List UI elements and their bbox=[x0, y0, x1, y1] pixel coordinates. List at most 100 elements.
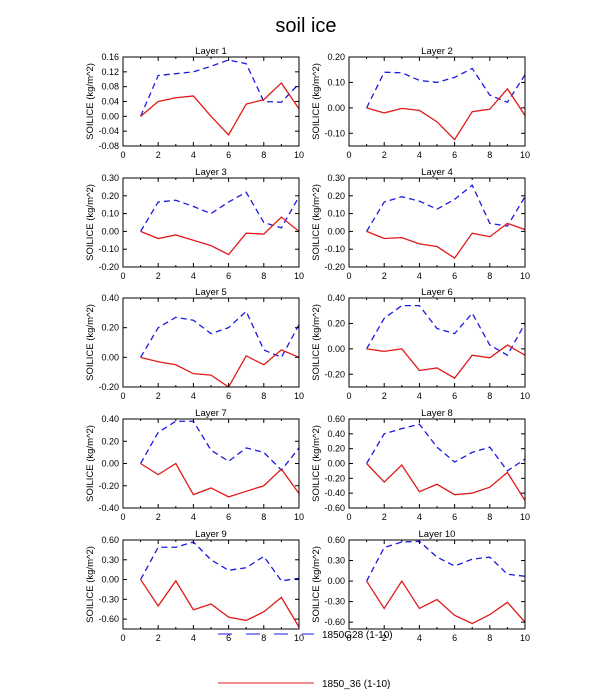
x-tick-label: 0 bbox=[346, 391, 351, 401]
y-tick-label: 0.60 bbox=[327, 535, 345, 545]
y-tick-label: 0.00 bbox=[327, 459, 345, 469]
y-tick-label: 0.20 bbox=[101, 436, 119, 446]
series-line-1850g28 bbox=[366, 67, 525, 109]
y-tick-label: -0.20 bbox=[98, 262, 119, 272]
panel-title: Layer 5 bbox=[195, 287, 227, 298]
y-tick-label: -0.10 bbox=[98, 244, 119, 254]
legend-label-1: 1850G28 (1-10) bbox=[322, 630, 393, 641]
plot-frame bbox=[348, 539, 526, 630]
y-tick-label: 0.40 bbox=[327, 429, 345, 439]
x-tick-label: 10 bbox=[520, 512, 530, 522]
series-line-1850-36 bbox=[366, 344, 525, 379]
y-tick-label: -0.20 bbox=[98, 382, 119, 392]
x-tick-label: 0 bbox=[346, 271, 351, 281]
series-line-1850-36 bbox=[140, 349, 299, 387]
y-tick-label: -0.20 bbox=[98, 481, 119, 491]
y-tick-label: -0.20 bbox=[324, 369, 345, 379]
y-tick-label: 0.60 bbox=[327, 414, 345, 424]
series-line-1850-36 bbox=[366, 222, 525, 259]
y-tick-label: -0.30 bbox=[98, 594, 119, 604]
y-tick-label: 0.40 bbox=[101, 414, 119, 424]
panel-title: Layer 9 bbox=[195, 529, 227, 540]
x-tick-label: 8 bbox=[261, 633, 266, 643]
y-tick-label: 0.00 bbox=[101, 459, 119, 469]
x-tick-label: 10 bbox=[294, 512, 304, 522]
x-tick-label: 4 bbox=[191, 633, 196, 643]
y-tick-label: 0.30 bbox=[101, 173, 119, 183]
x-tick-label: 4 bbox=[417, 512, 422, 522]
series-line-1850-36 bbox=[366, 463, 525, 501]
x-tick-label: 2 bbox=[156, 633, 161, 643]
series-line-1850-36 bbox=[366, 579, 525, 625]
x-tick-label: 6 bbox=[452, 512, 457, 522]
series-line-1850-36 bbox=[140, 81, 299, 136]
x-tick-label: 2 bbox=[382, 633, 387, 643]
x-tick-label: 2 bbox=[382, 150, 387, 160]
y-axis-label: SOILICE (kg/m^2) bbox=[85, 63, 96, 140]
plot-frame bbox=[122, 418, 300, 509]
y-tick-label: -0.10 bbox=[324, 128, 345, 138]
y-tick-label: 0.10 bbox=[327, 77, 345, 87]
y-tick-label: -0.40 bbox=[324, 488, 345, 498]
panel-layer-8: Layer 8 SOILICE (kg/m^2) 0 2 4 6 8 10 -0.60 -0.40… bbox=[311, 408, 530, 522]
y-tick-label: 0.40 bbox=[327, 293, 345, 303]
x-tick-label: 8 bbox=[261, 391, 266, 401]
series-line-1850g28 bbox=[366, 540, 525, 582]
x-tick-label: 4 bbox=[417, 633, 422, 643]
y-tick-label: 0.20 bbox=[327, 318, 345, 328]
x-tick-label: 10 bbox=[520, 150, 530, 160]
figure-title: soil ice bbox=[275, 15, 336, 37]
x-tick-label: 4 bbox=[417, 391, 422, 401]
y-tick-label: 0.60 bbox=[101, 535, 119, 545]
y-tick-label: -0.10 bbox=[324, 244, 345, 254]
series-line-1850-36 bbox=[140, 216, 299, 256]
panel-layer-9: Layer 9 SOILICE (kg/m^2) 0 2 4 6 8 10 -0.60 -0.30… bbox=[85, 529, 304, 643]
x-tick-label: 8 bbox=[487, 271, 492, 281]
x-tick-label: 0 bbox=[346, 512, 351, 522]
y-tick-label: 0.20 bbox=[327, 444, 345, 454]
y-axis-label: SOILICE (kg/m^2) bbox=[85, 184, 96, 261]
x-tick-label: 6 bbox=[226, 391, 231, 401]
panel-title: Layer 2 bbox=[421, 46, 453, 57]
panel-title: Layer 3 bbox=[195, 167, 227, 178]
x-tick-label: 2 bbox=[156, 150, 161, 160]
x-tick-label: 2 bbox=[382, 512, 387, 522]
y-tick-label: 0.00 bbox=[101, 575, 119, 585]
y-tick-label: 0.16 bbox=[101, 52, 119, 62]
x-tick-label: 2 bbox=[156, 391, 161, 401]
y-axis-label: SOILICE (kg/m^2) bbox=[85, 425, 96, 502]
y-tick-label: -0.30 bbox=[324, 597, 345, 607]
x-tick-label: 10 bbox=[520, 271, 530, 281]
y-tick-label: -0.08 bbox=[98, 141, 119, 151]
y-tick-label: 0.30 bbox=[327, 556, 345, 566]
y-tick-label: 0.30 bbox=[327, 173, 345, 183]
panel-layer-10: Layer 10 SOILICE (kg/m^2) 0 2 4 6 8 10 -0.60 -0.3… bbox=[311, 529, 530, 643]
y-tick-label: 0.12 bbox=[101, 67, 119, 77]
x-tick-label: 8 bbox=[261, 150, 266, 160]
legend-label-2: 1850_36 (1-10) bbox=[322, 679, 390, 690]
x-tick-label: 4 bbox=[417, 271, 422, 281]
y-tick-label: 0.00 bbox=[327, 103, 345, 113]
x-tick-label: 6 bbox=[452, 150, 457, 160]
panel-title: Layer 7 bbox=[195, 408, 227, 419]
x-tick-label: 10 bbox=[294, 271, 304, 281]
series-line-1850g28 bbox=[140, 420, 299, 472]
panel-layer-1: Layer 1 SOILICE (kg/m^2) 0 2 4 6 8 10 -0.08 -0.04… bbox=[85, 46, 304, 160]
x-tick-label: 10 bbox=[294, 150, 304, 160]
y-axis-label: SOILICE (kg/m^2) bbox=[311, 425, 322, 502]
x-tick-label: 8 bbox=[487, 512, 492, 522]
x-tick-label: 4 bbox=[191, 391, 196, 401]
y-axis-label: SOILICE (kg/m^2) bbox=[311, 184, 322, 261]
panel-title: Layer 4 bbox=[421, 167, 453, 178]
x-tick-label: 10 bbox=[294, 391, 304, 401]
panel-title: Layer 1 bbox=[195, 46, 227, 57]
series-line-1850g28 bbox=[140, 541, 299, 582]
panel-layer-5: Layer 5 SOILICE (kg/m^2) 0 2 4 6 8 10 -0.20 0.00 0… bbox=[85, 287, 304, 401]
panel-layer-6: Layer 6 SOILICE (kg/m^2) 0 2 4 6 8 10 -0.20 0.00 0… bbox=[311, 287, 530, 401]
y-tick-label: 0.00 bbox=[101, 111, 119, 121]
x-tick-label: 4 bbox=[191, 150, 196, 160]
panel-layer-3: Layer 3 SOILICE (kg/m^2) 0 2 4 6 8 10 -0.20 -0.10… bbox=[85, 167, 304, 281]
x-tick-label: 10 bbox=[520, 633, 530, 643]
y-tick-label: 0.20 bbox=[101, 191, 119, 201]
x-tick-label: 6 bbox=[226, 150, 231, 160]
